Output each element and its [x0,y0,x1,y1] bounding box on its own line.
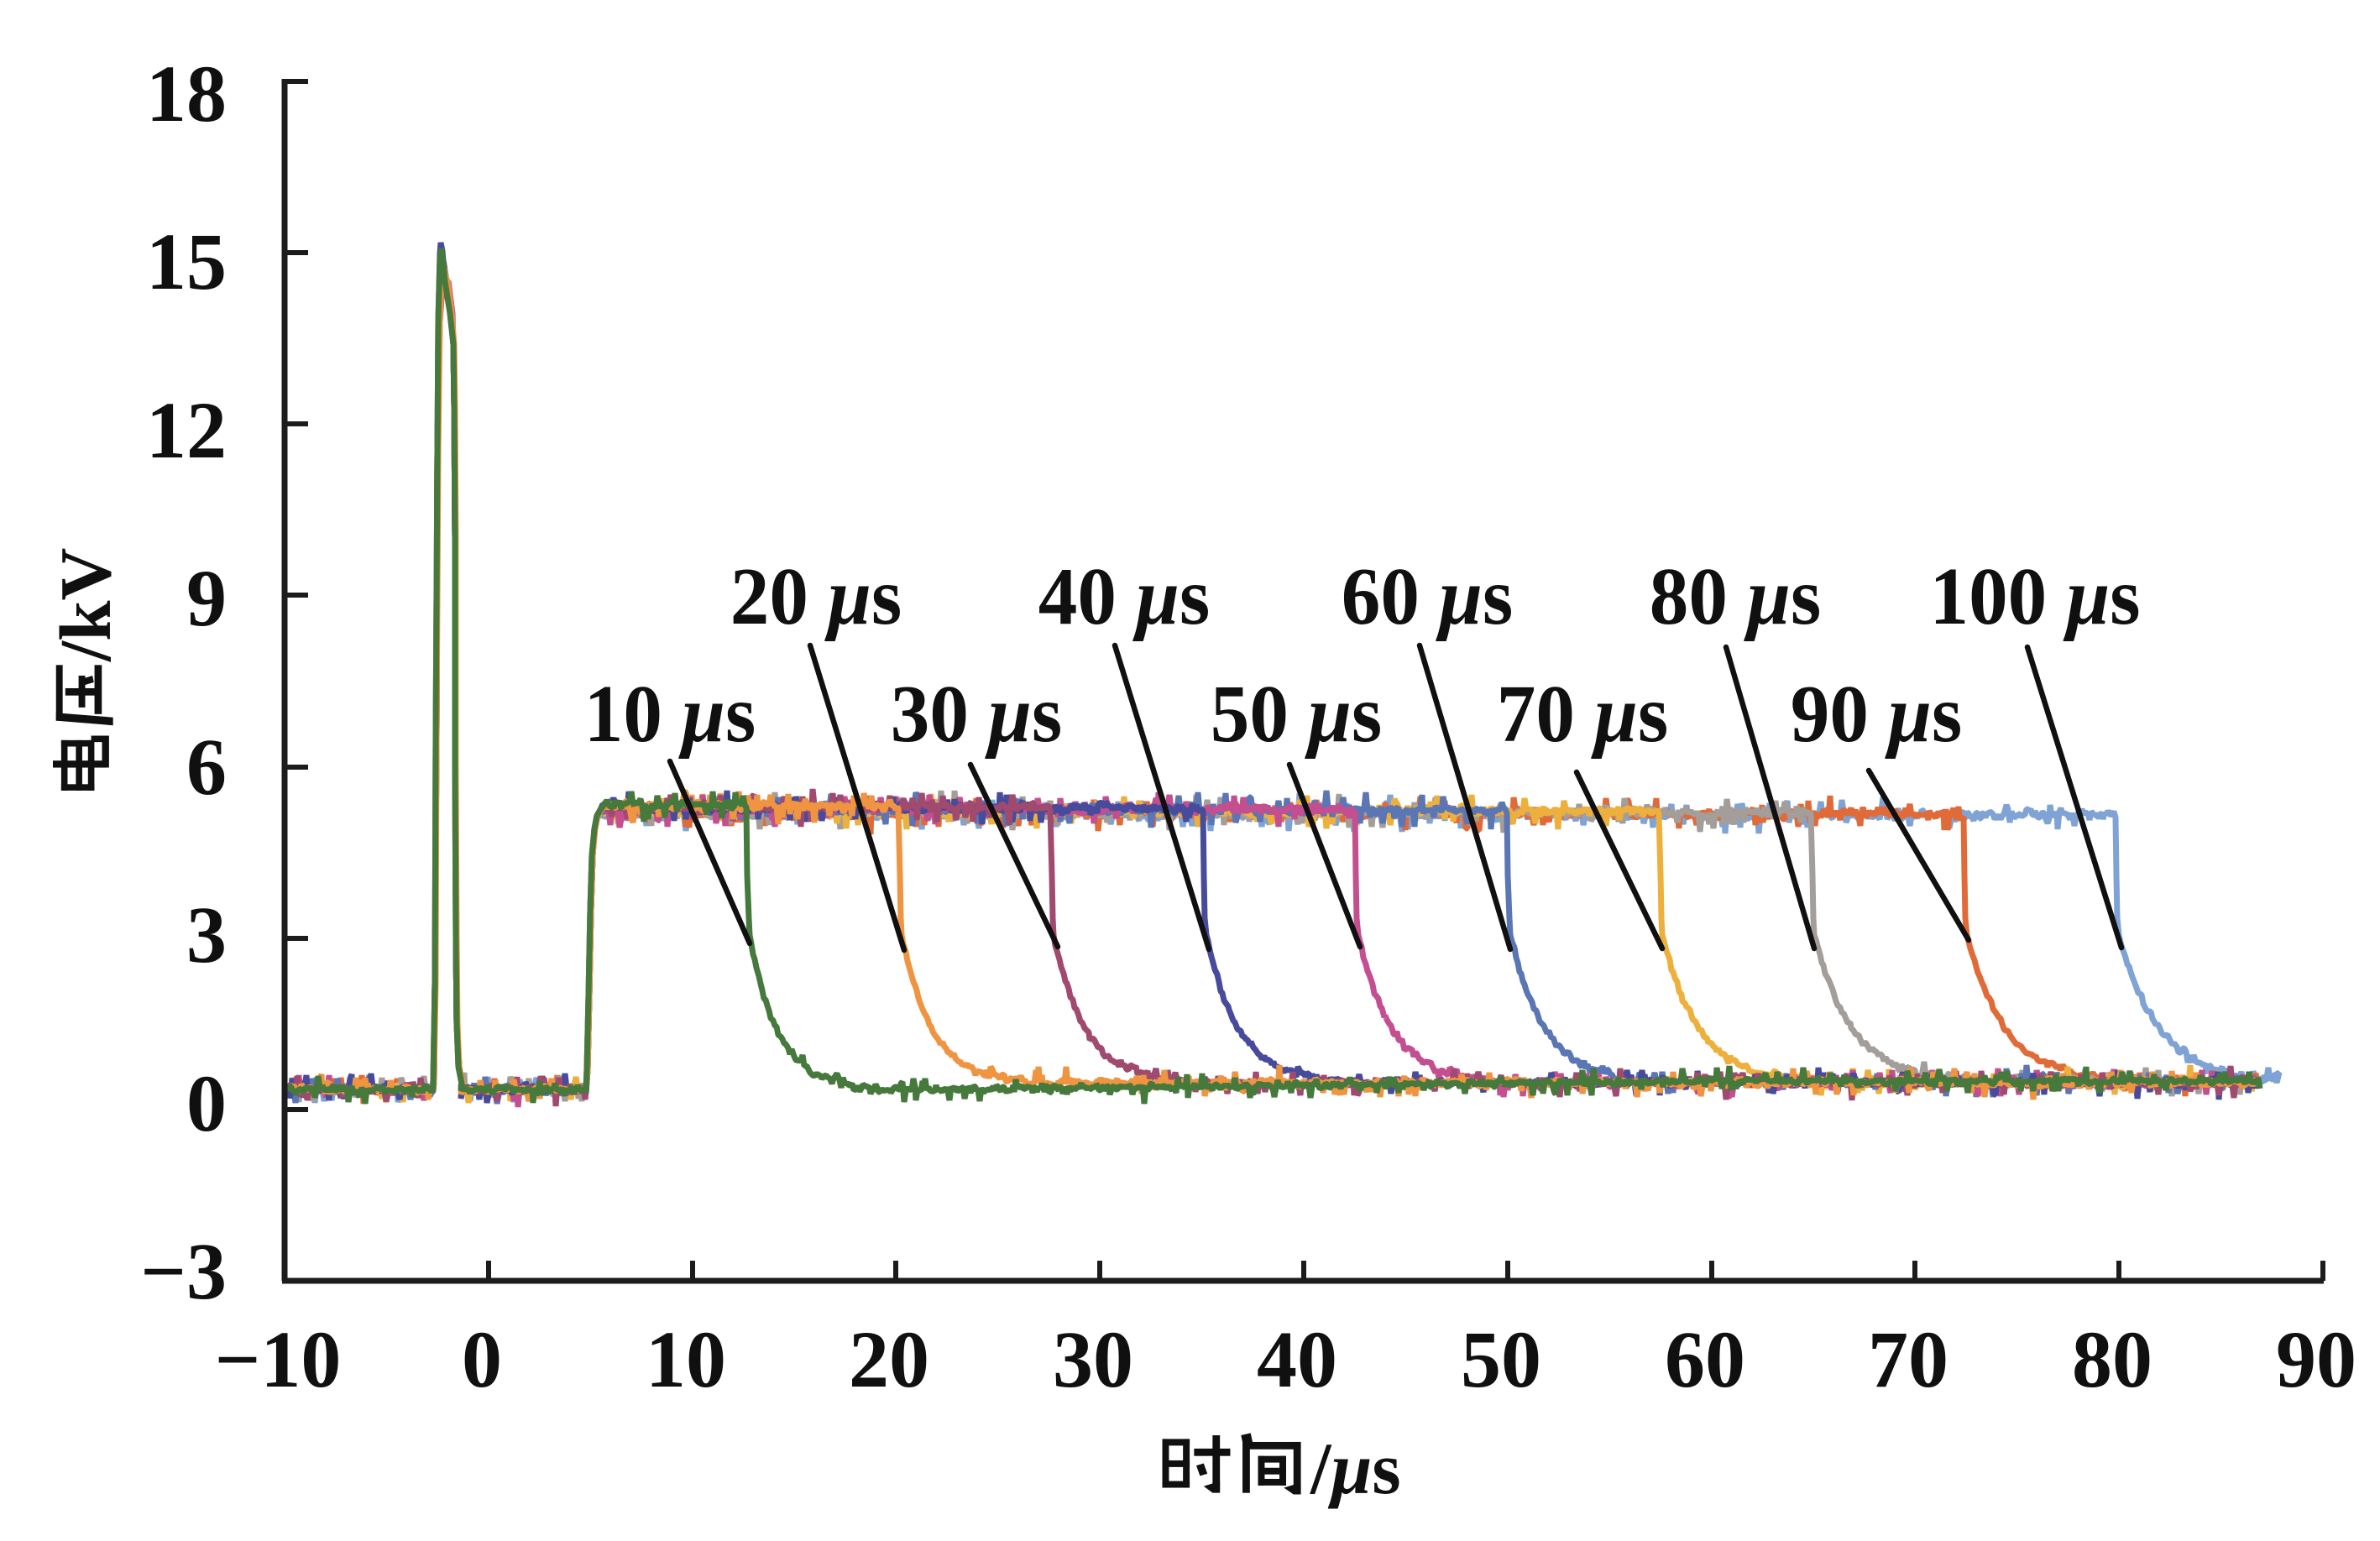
svg-text:100 μs: 100 μs [1930,551,2141,642]
svg-text:10 μs: 10 μs [584,668,756,760]
svg-text:70: 70 [1868,1314,1948,1404]
svg-text:−10: −10 [215,1314,342,1404]
svg-text:70 μs: 70 μs [1497,668,1668,760]
svg-text:50 μs: 50 μs [1211,668,1382,760]
svg-text:/kV: /kV [44,548,126,662]
svg-text:50: 50 [1461,1314,1541,1404]
svg-text:20: 20 [849,1314,929,1404]
svg-text:0: 0 [462,1314,502,1404]
svg-text:80: 80 [2072,1314,2152,1404]
svg-text:/μs: /μs [1310,1429,1401,1510]
svg-text:40: 40 [1257,1314,1337,1404]
svg-text:30 μs: 30 μs [891,668,1062,760]
svg-text:20 μs: 20 μs [730,551,902,642]
svg-text:40 μs: 40 μs [1038,551,1210,642]
svg-text:15: 15 [146,217,227,306]
svg-text:90 μs: 90 μs [1791,668,1962,760]
svg-text:6: 6 [186,722,227,812]
svg-text:90: 90 [2276,1314,2356,1404]
svg-text:60 μs: 60 μs [1342,551,1513,642]
svg-text:12: 12 [146,385,227,475]
svg-text:80 μs: 80 μs [1650,551,1821,642]
svg-text:10: 10 [646,1314,726,1404]
svg-text:18: 18 [146,49,227,138]
svg-text:60: 60 [1665,1314,1745,1404]
svg-text:0: 0 [186,1058,227,1148]
svg-text:3: 3 [186,890,227,979]
svg-text:−3: −3 [140,1226,227,1316]
svg-text:9: 9 [186,553,227,643]
svg-text:30: 30 [1053,1314,1133,1404]
